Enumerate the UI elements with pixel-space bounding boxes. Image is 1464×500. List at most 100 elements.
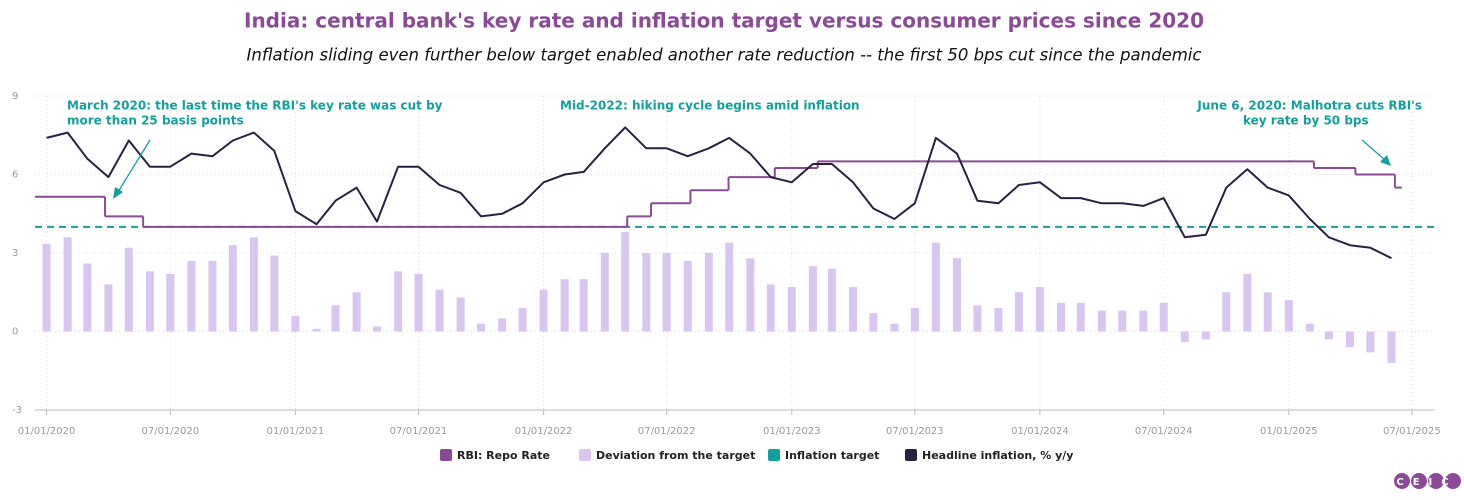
bar: [579, 279, 588, 332]
x-tick-label: 07/01/2020: [141, 426, 199, 437]
arrowhead: [113, 187, 123, 199]
bar: [642, 253, 651, 332]
bar: [208, 260, 217, 332]
bar: [1366, 331, 1375, 353]
bar: [1263, 292, 1272, 332]
bar: [1243, 273, 1252, 332]
bar: [953, 258, 962, 332]
bar: [1324, 331, 1333, 340]
bar: [1387, 331, 1396, 363]
bar: [83, 263, 92, 332]
legend-swatch: [768, 449, 780, 461]
legend-label: RBI: Repo Rate: [457, 449, 550, 462]
bar: [124, 247, 133, 332]
bar: [456, 297, 465, 332]
bar: [1076, 302, 1085, 332]
bar: [1097, 310, 1106, 332]
bar: [910, 307, 919, 332]
overlay: March 2020: the last time the RBI's key …: [35, 99, 1435, 411]
x-tick-label: 01/01/2025: [1260, 426, 1318, 437]
bar: [1180, 331, 1189, 342]
bar: [1346, 331, 1355, 348]
x-tick-label: 01/01/2021: [267, 426, 325, 437]
bar: [228, 245, 237, 332]
annotation: June 6, 2020: Malhotra cuts RBI's: [1196, 99, 1422, 113]
bar: [1139, 310, 1148, 332]
bar: [539, 289, 548, 332]
annotation: key rate by 50 bps: [1243, 114, 1369, 128]
bar: [560, 279, 569, 332]
bar: [827, 268, 836, 332]
bar: [973, 305, 982, 332]
bar: [352, 292, 361, 332]
bar: [1222, 292, 1231, 332]
bar: [145, 271, 154, 332]
bar: [166, 273, 175, 332]
chart-title: India: central bank's key rate and infla…: [244, 9, 1204, 33]
logo-text: CEIC: [1396, 477, 1457, 488]
bar: [621, 232, 630, 332]
plot: [35, 126, 1435, 363]
bar: [869, 313, 878, 332]
bar: [63, 237, 72, 332]
chart-subtitle: Inflation sliding even further below tar…: [247, 46, 1202, 65]
bar: [312, 328, 321, 332]
y-tick-label: 6: [12, 170, 18, 181]
x-tick-label: 01/01/2023: [763, 426, 821, 437]
x-tick-label: 07/01/2024: [1135, 426, 1193, 437]
x-tick-label: 01/01/2020: [18, 426, 76, 437]
bar: [848, 287, 857, 332]
arrow: [1361, 139, 1386, 161]
arrow: [117, 139, 151, 193]
x-tick-label: 07/01/2022: [638, 426, 696, 437]
bar: [373, 326, 382, 332]
bar: [766, 284, 775, 332]
legend-label: Inflation target: [785, 449, 879, 462]
bar: [1118, 310, 1127, 332]
bar: [270, 255, 279, 332]
bar: [994, 307, 1003, 332]
bar: [518, 307, 527, 332]
bar: [104, 284, 113, 332]
y-tick-label: -3: [12, 405, 22, 416]
annotation: Mid-2022: hiking cycle begins amid infla…: [560, 99, 860, 113]
y-tick-label: 0: [12, 327, 18, 338]
bar: [1057, 302, 1066, 332]
legend-label: Deviation from the target: [596, 449, 755, 462]
y-tick-label: 3: [12, 248, 18, 259]
x-tick-label: 01/01/2024: [1011, 426, 1069, 437]
bar: [1201, 331, 1210, 340]
x-tick-label: 07/01/2023: [886, 426, 944, 437]
bar: [498, 318, 507, 332]
bar: [42, 243, 51, 332]
bar: [1284, 300, 1293, 332]
bar: [600, 253, 609, 332]
legend-swatch: [579, 449, 591, 461]
bar: [187, 260, 196, 332]
bar: [931, 242, 940, 332]
arrowhead: [1380, 155, 1391, 166]
bar: [435, 289, 444, 332]
bar: [1035, 287, 1044, 332]
bar: [787, 287, 796, 332]
bar: [249, 237, 258, 332]
y-tick-label: 9: [12, 91, 18, 102]
bar: [414, 273, 423, 332]
bar: [746, 258, 755, 332]
legend-swatch: [905, 449, 917, 461]
logo: CEIC: [1394, 473, 1461, 489]
bar: [808, 266, 817, 332]
x-tick-label: 07/01/2021: [390, 426, 448, 437]
bar: [704, 253, 713, 332]
legend-label: Headline inflation, % y/y: [922, 449, 1073, 462]
x-tick-label: 07/01/2025: [1383, 426, 1441, 437]
bar: [683, 260, 692, 332]
annotation: more than 25 basis points: [67, 114, 244, 128]
bar: [1014, 292, 1023, 332]
bar: [662, 253, 671, 332]
legend-swatch: [440, 449, 452, 461]
x-tick-label: 01/01/2022: [515, 426, 573, 437]
bar: [725, 242, 734, 332]
bar: [1305, 323, 1314, 332]
